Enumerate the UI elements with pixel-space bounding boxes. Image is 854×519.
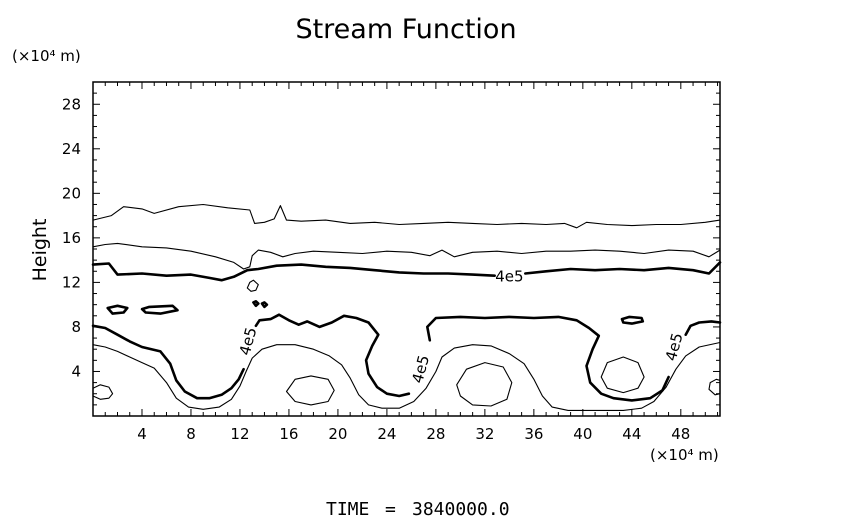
x-tick-label: 24 bbox=[377, 425, 396, 443]
y-tick-label: 28 bbox=[62, 95, 81, 113]
x-tick-label: 20 bbox=[328, 425, 347, 443]
contour-line-0 bbox=[92, 203, 721, 229]
y-tick-label: 16 bbox=[62, 229, 81, 247]
y-tick-label: 12 bbox=[62, 273, 81, 291]
contour-line-13 bbox=[708, 378, 721, 396]
time-label: TIME bbox=[326, 499, 369, 519]
y-tick-label: 24 bbox=[62, 140, 81, 158]
contour-line-18 bbox=[252, 300, 260, 308]
contour-line-2 bbox=[91, 262, 496, 282]
y-tick-label: 8 bbox=[71, 318, 81, 336]
plot-frame bbox=[92, 81, 721, 417]
x-tick-label: 16 bbox=[279, 425, 298, 443]
contour-line-19 bbox=[260, 301, 269, 309]
contour-lines bbox=[91, 203, 722, 411]
contour-label-0: 4e5 bbox=[495, 267, 523, 285]
y-tick-label: 4 bbox=[71, 362, 81, 380]
contour-line-12 bbox=[600, 356, 645, 394]
x-tick-label: 28 bbox=[426, 425, 445, 443]
contour-line-7 bbox=[684, 320, 722, 336]
contour-line-3 bbox=[524, 261, 722, 275]
y-axis-label: Height bbox=[29, 219, 51, 282]
x-tick-label: 36 bbox=[524, 425, 543, 443]
contour-line-16 bbox=[140, 304, 179, 315]
x-tick-label: 48 bbox=[671, 425, 690, 443]
contour-label-3: 4e5 bbox=[662, 331, 687, 363]
contour-line-9 bbox=[92, 384, 114, 400]
x-tick-label: 44 bbox=[622, 425, 641, 443]
contour-line-5 bbox=[254, 313, 411, 398]
contour-label-1: 4e5 bbox=[236, 325, 261, 357]
contour-label-2: 4e5 bbox=[408, 353, 433, 385]
contour-line-1 bbox=[92, 242, 721, 270]
chart-title: Stream Function bbox=[295, 14, 516, 45]
x-tick-label: 12 bbox=[230, 425, 249, 443]
contour-line-11 bbox=[456, 362, 513, 407]
contour-line-4 bbox=[91, 324, 245, 400]
y-axis-unit: (×10⁴ m) bbox=[12, 47, 81, 65]
x-tick-label: 40 bbox=[573, 425, 592, 443]
x-axis-ticks: 4 8 12 16 20 24 28 32 36 40 44 48 bbox=[104, 82, 719, 443]
contour-line-17 bbox=[620, 315, 645, 325]
x-tick-label: 32 bbox=[475, 425, 494, 443]
contour-labels: 4e5 4e5 4e5 4e5 bbox=[236, 267, 687, 385]
x-tick-label: 4 bbox=[137, 425, 147, 443]
contour-line-15 bbox=[106, 304, 129, 315]
contour-line-10 bbox=[285, 375, 335, 406]
x-axis-unit: (×10⁴ m) bbox=[650, 446, 719, 464]
contour-line-6 bbox=[426, 315, 670, 402]
contour-line-14 bbox=[246, 279, 259, 292]
contour-line-8 bbox=[92, 341, 721, 411]
time-equals: = bbox=[385, 499, 396, 519]
x-tick-label: 8 bbox=[186, 425, 196, 443]
time-value: 3840000.0 bbox=[412, 499, 510, 519]
time-footer: TIME = 3840000.0 bbox=[326, 499, 510, 519]
y-tick-label: 20 bbox=[62, 184, 81, 202]
y-axis-ticks: 4 8 12 16 20 24 28 bbox=[62, 92, 720, 406]
